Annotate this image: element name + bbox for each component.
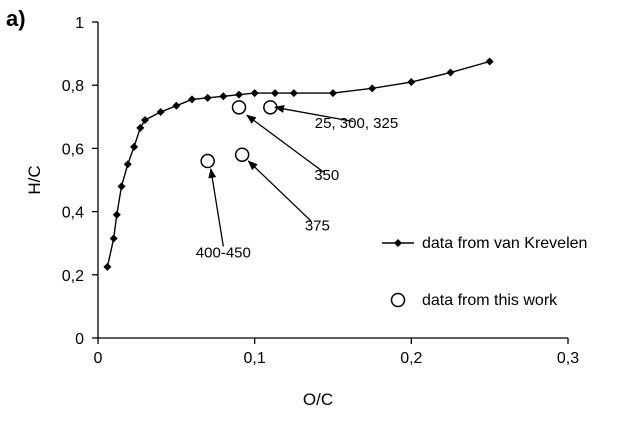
annotation-arrow — [274, 104, 354, 123]
panel-label: a) — [6, 6, 26, 31]
diamond-marker — [485, 57, 494, 66]
y-tick-label: 0,8 — [62, 78, 84, 95]
y-tick-label: 0,4 — [62, 205, 84, 222]
diamond-marker — [289, 89, 298, 98]
diamond-marker — [271, 89, 280, 98]
x-tick-label: 0,2 — [400, 350, 422, 367]
x-tick-label: 0 — [94, 350, 103, 367]
open-circle-marker — [231, 100, 247, 115]
diamond-marker — [235, 90, 243, 99]
diamond-marker — [156, 108, 165, 117]
diamond-marker — [123, 160, 132, 169]
open-circle-marker — [263, 100, 278, 115]
diamond-marker — [188, 95, 196, 104]
y-axis-label: H/C — [25, 165, 44, 194]
annotation-arrow — [208, 167, 224, 247]
legend-label-this-work: data from this work — [422, 292, 558, 309]
legend-label-van-krevelen: data from van Krevelen — [422, 235, 587, 252]
diamond-marker — [136, 123, 145, 132]
y-tick-label: 0,6 — [62, 141, 84, 158]
open-circle-marker — [200, 153, 215, 169]
diamond-marker — [141, 115, 149, 124]
diamond-marker — [103, 262, 112, 271]
y-tick-label: 0,2 — [62, 268, 84, 285]
diamond-marker — [250, 89, 259, 98]
y-tick-label: 1 — [75, 15, 84, 32]
annotation-label: 375 — [305, 218, 330, 235]
x-axis-label: O/C — [303, 390, 333, 409]
annotation-label: 400-450 — [196, 244, 251, 261]
y-tick-label: 0 — [75, 331, 84, 348]
annotation-arrow — [247, 160, 312, 222]
diamond-marker — [112, 210, 121, 219]
annotation-label: 25, 300, 325 — [315, 115, 398, 132]
diamond-marker — [407, 78, 416, 87]
diamond-marker — [329, 89, 337, 98]
diamond-marker — [130, 142, 139, 151]
diamond-marker — [446, 68, 455, 77]
diamond-marker — [203, 93, 212, 102]
legend-open-circle-marker — [390, 292, 406, 308]
x-tick-label: 0,3 — [557, 350, 579, 367]
annotation-label: 350 — [314, 167, 339, 184]
diamond-marker — [219, 92, 228, 101]
legend-diamond-marker — [394, 239, 402, 247]
open-circle-marker — [234, 147, 250, 162]
diamond-marker — [117, 182, 126, 191]
annotation-arrow — [246, 114, 324, 173]
diamond-marker — [172, 101, 181, 110]
x-tick-label: 0,1 — [244, 350, 266, 367]
diamond-marker — [368, 84, 377, 93]
series-line-van-krevelen — [106, 60, 490, 268]
diamond-marker — [109, 234, 118, 243]
